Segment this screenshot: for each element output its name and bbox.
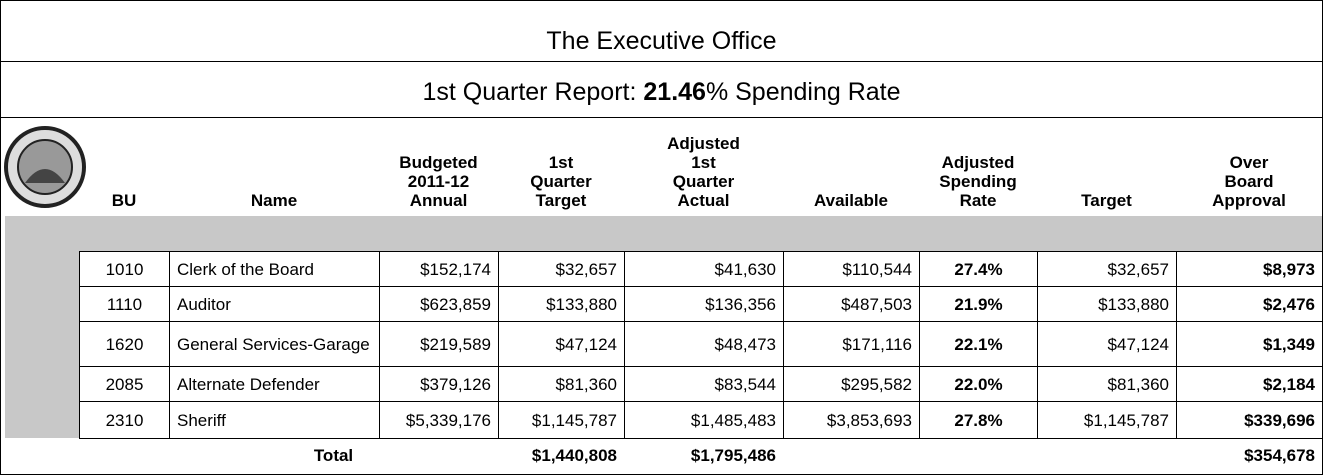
column-header: Adjusted Spending Rate bbox=[919, 119, 1037, 216]
county-seal bbox=[4, 126, 86, 208]
table-cell: $81,360 bbox=[1037, 366, 1177, 402]
header-line: Adjusted bbox=[941, 153, 1015, 172]
table-cell: 2310 bbox=[79, 401, 170, 439]
table-cell: $32,657 bbox=[498, 251, 625, 287]
header-line: 1st bbox=[691, 153, 716, 172]
total-value: $1,795,486 bbox=[690, 446, 776, 465]
table-cell: $152,174 bbox=[379, 251, 499, 287]
table-cell: $41,630 bbox=[624, 251, 784, 287]
table-cell: $47,124 bbox=[1037, 321, 1177, 367]
column-header: BU bbox=[79, 119, 169, 216]
gray-column bbox=[5, 251, 79, 438]
header-line: Approval bbox=[1212, 191, 1286, 210]
table-cell: 21.9% bbox=[919, 286, 1038, 322]
table-cell: $2,184 bbox=[1176, 366, 1323, 402]
column-header: Budgeted 2011-12 Annual bbox=[379, 119, 498, 216]
total-value: $354,678 bbox=[1244, 446, 1315, 465]
table-cell: 1010 bbox=[79, 251, 170, 287]
table-cell: $171,116 bbox=[783, 321, 920, 367]
header-line: Quarter bbox=[530, 172, 592, 191]
table-cell: $110,544 bbox=[783, 251, 920, 287]
divider bbox=[1, 117, 1322, 118]
table-cell: $1,145,787 bbox=[1037, 401, 1177, 439]
table-cell: $3,853,693 bbox=[783, 401, 920, 439]
header-line: Spending bbox=[939, 172, 1017, 191]
table-cell: $8,973 bbox=[1176, 251, 1323, 287]
header-line: Rate bbox=[959, 191, 997, 210]
total-label: Total bbox=[313, 446, 354, 465]
table-cell: 1620 bbox=[79, 321, 170, 367]
column-header: Name bbox=[169, 119, 379, 216]
table-cell: $623,859 bbox=[379, 286, 499, 322]
table-cell: $1,349 bbox=[1176, 321, 1323, 367]
header-line: Annual bbox=[409, 191, 468, 210]
table-cell: 27.8% bbox=[919, 401, 1038, 439]
table-cell: 22.1% bbox=[919, 321, 1038, 367]
table-cell: $2,476 bbox=[1176, 286, 1323, 322]
table-cell: Clerk of the Board bbox=[169, 251, 380, 287]
subtitle-suffix: % Spending Rate bbox=[705, 78, 901, 106]
column-header: 1st Quarter Target bbox=[498, 119, 624, 216]
header-line: 2011-12 bbox=[407, 172, 470, 191]
table-cell: $83,544 bbox=[624, 366, 784, 402]
table-cell: Sheriff bbox=[169, 401, 380, 439]
column-header: Over Board Approval bbox=[1176, 119, 1322, 216]
table-cell: $1,145,787 bbox=[498, 401, 625, 439]
table-cell: 1110 bbox=[79, 286, 170, 322]
table-cell: $133,880 bbox=[1037, 286, 1177, 322]
header-line: 1st bbox=[548, 153, 574, 172]
subtitle: 1st Quarter Report: 21.46% Spending Rate bbox=[1, 78, 1322, 107]
title: The Executive Office bbox=[546, 27, 777, 55]
table-cell: $47,124 bbox=[498, 321, 625, 367]
table-cell: $219,589 bbox=[379, 321, 499, 367]
table-cell: $133,880 bbox=[498, 286, 625, 322]
table-cell: General Services-Garage bbox=[169, 321, 380, 367]
header-line: Target bbox=[1081, 191, 1132, 210]
table-cell: $339,696 bbox=[1176, 401, 1323, 439]
table-cell: Alternate Defender bbox=[169, 366, 380, 402]
header-line: Name bbox=[250, 191, 298, 210]
header-line: Board bbox=[1224, 172, 1274, 191]
header-line: Quarter bbox=[672, 172, 735, 191]
table-cell: $48,473 bbox=[624, 321, 784, 367]
subtitle-rate: 21.46 bbox=[643, 78, 706, 106]
table-cell: $1,485,483 bbox=[624, 401, 784, 439]
table-cell: $295,582 bbox=[783, 366, 920, 402]
table-cell: 2085 bbox=[79, 366, 170, 402]
header-line: Available bbox=[813, 191, 889, 210]
header-line: Budgeted bbox=[399, 153, 478, 172]
column-header: Available bbox=[783, 119, 919, 216]
table-cell: $136,356 bbox=[624, 286, 784, 322]
table-cell: $81,360 bbox=[498, 366, 625, 402]
table-cell: $32,657 bbox=[1037, 251, 1177, 287]
header-line: Target bbox=[535, 191, 587, 210]
table-cell: $379,126 bbox=[379, 366, 499, 402]
header-line: Actual bbox=[677, 191, 730, 210]
header-line: Over bbox=[1229, 153, 1269, 172]
table-cell: $5,339,176 bbox=[379, 401, 499, 439]
table-cell: $487,503 bbox=[783, 286, 920, 322]
gray-band bbox=[5, 216, 1322, 251]
column-header: Target bbox=[1037, 119, 1176, 216]
header-line: Adjusted bbox=[667, 134, 740, 153]
column-header: Adjusted 1st Quarter Actual bbox=[624, 119, 783, 216]
subtitle-prefix: 1st Quarter Report: bbox=[422, 78, 644, 106]
total-value: $1,440,808 bbox=[531, 446, 617, 465]
table-cell: 22.0% bbox=[919, 366, 1038, 402]
table-cell: 27.4% bbox=[919, 251, 1038, 287]
table-cell: Auditor bbox=[169, 286, 380, 322]
divider bbox=[1, 61, 1322, 62]
header-line: BU bbox=[111, 191, 137, 210]
